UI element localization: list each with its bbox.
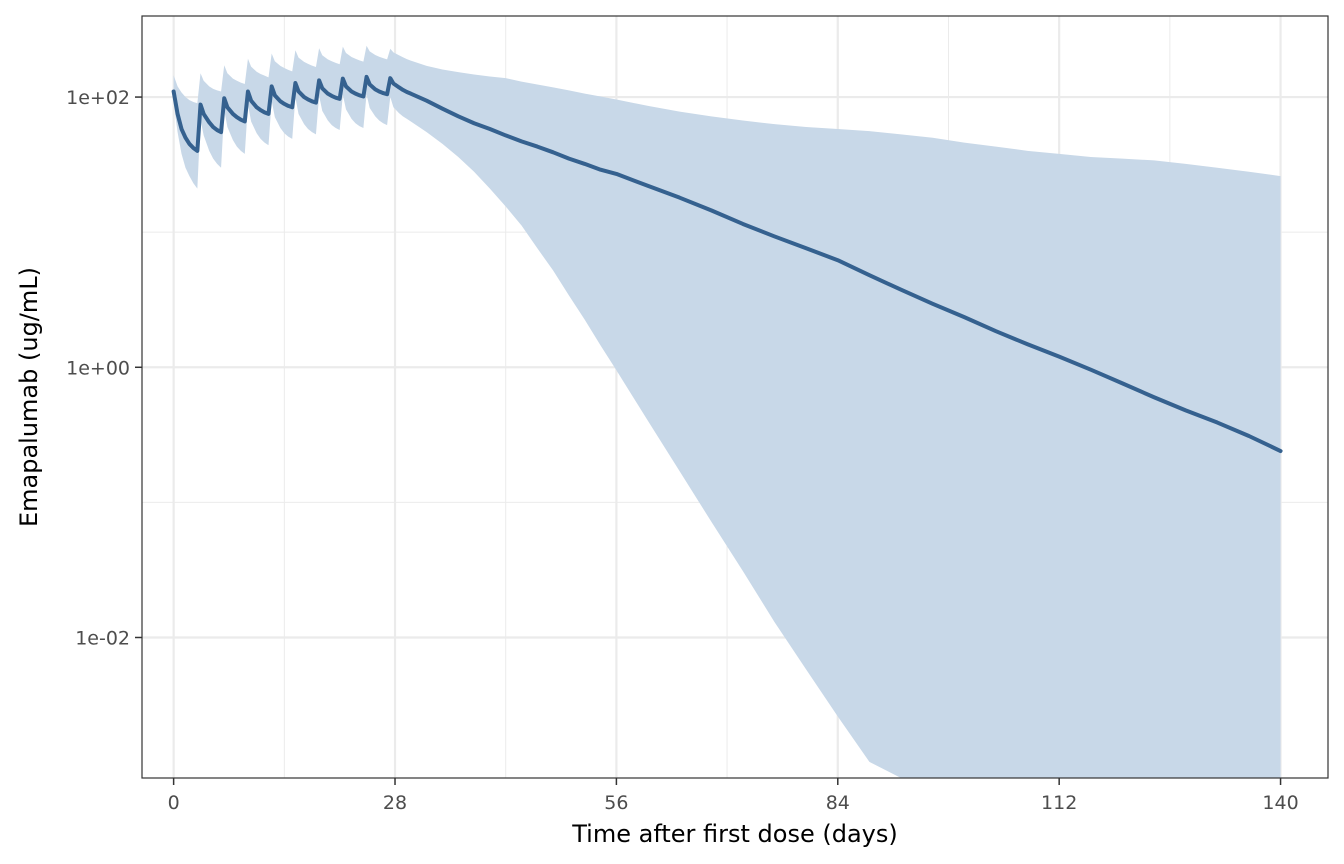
- panel-border: [141, 15, 1329, 779]
- median-line-layer: [171, 74, 1283, 454]
- x-axis-ticks: 0 28 56 84 112 140: [168, 778, 1299, 814]
- y-tick-label: 1e+02: [66, 87, 130, 109]
- y-axis-ticks: 1e+02 1e+00 1e-02: [66, 87, 142, 649]
- x-tick-label: 0: [168, 792, 180, 814]
- median-concentration-line: [171, 74, 1283, 454]
- y-tick-label: 1e-02: [75, 627, 130, 649]
- prediction-interval-layer: [173, 45, 1281, 778]
- y-tick-label: 1e+00: [66, 357, 130, 379]
- x-tick-label: 56: [604, 792, 628, 814]
- x-tick-label: 28: [383, 792, 407, 814]
- x-tick-label: 140: [1262, 792, 1298, 814]
- prediction-interval-band: [173, 45, 1281, 778]
- x-tick-label: 112: [1041, 792, 1077, 814]
- x-tick-label: 84: [826, 792, 850, 814]
- x-axis-title: Time after first dose (days): [571, 820, 898, 848]
- y-axis-title: Emapalumab (ug/mL): [15, 267, 43, 527]
